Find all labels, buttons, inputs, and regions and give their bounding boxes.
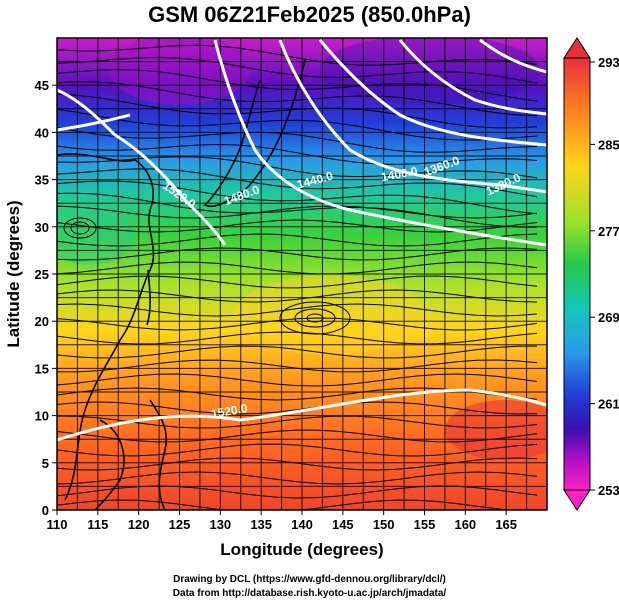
streamline (57, 359, 538, 373)
y-tick-label: 10 (35, 409, 49, 424)
colorbar-label: 285 (598, 137, 619, 152)
streamline (57, 56, 538, 84)
circulation-loop (70, 221, 90, 235)
y-tick-label: 15 (35, 361, 49, 376)
coastlines (57, 59, 306, 510)
y-axis: 0 5 10 15 20 25 30 35 40 45 (35, 78, 57, 518)
streamline (57, 93, 538, 129)
circulation-loop (294, 308, 336, 328)
colorbar-label: 253 (598, 483, 619, 498)
y-tick-label: 0 (42, 503, 49, 518)
streamline (57, 180, 538, 215)
streamline (57, 401, 538, 415)
colorbar-scale (563, 57, 591, 491)
streamline (57, 457, 538, 471)
x-tick-label: 150 (373, 517, 395, 532)
colorbar-label: 269 (598, 310, 619, 325)
y-axis-label: Latitude (degrees) (4, 200, 23, 347)
colorbar-labels: 293 285 277 269 261 253 (590, 55, 619, 498)
y-tick-label: 45 (35, 78, 49, 93)
contour-label: 1400.0 (380, 164, 419, 184)
streamline (57, 317, 538, 331)
streamline (57, 499, 515, 510)
contour-line (278, 39, 547, 194)
chart-title: GSM 06Z21Feb2025 (850.0hPa) (148, 2, 471, 27)
streamline (57, 373, 538, 387)
coastline-philippines (149, 399, 168, 510)
streamline (57, 168, 538, 198)
streamline (57, 429, 538, 443)
streamline (57, 345, 538, 359)
colorbar-label: 277 (598, 224, 619, 239)
x-tick-label: 130 (209, 517, 231, 532)
y-tick-label: 20 (35, 314, 49, 329)
circulation-loop (279, 301, 351, 335)
streamline (57, 261, 538, 275)
colorbar-max-arrow (563, 37, 591, 59)
colorbar-label: 293 (598, 55, 619, 70)
x-tick-label: 165 (495, 517, 517, 532)
x-tick-label: 120 (128, 517, 150, 532)
streamline (57, 205, 538, 219)
streamline (57, 303, 538, 317)
streamline (57, 443, 538, 457)
coastline-japan (203, 59, 306, 208)
streamline (57, 331, 538, 345)
streamline (57, 219, 538, 233)
contour-line (213, 39, 547, 247)
x-tick-label: 115 (87, 517, 108, 532)
x-tick-label: 160 (454, 517, 476, 532)
colorbar: 293 285 277 269 261 253 (563, 37, 619, 511)
streamline (57, 192, 538, 228)
coastline-asia (57, 153, 155, 501)
y-tick-label: 30 (35, 220, 49, 235)
coastline-taiwan (146, 269, 151, 326)
height-contours (57, 38, 547, 442)
contour-line (318, 39, 547, 147)
x-axis-label: Longitude (degrees) (220, 540, 383, 559)
coastline-borneo (94, 419, 125, 510)
y-tick-label: 5 (42, 456, 49, 471)
streamline (57, 247, 538, 261)
streamline (57, 289, 538, 303)
streamline (57, 275, 538, 289)
credit-data-source: Data from http://database.rish.kyoto-u.a… (172, 588, 447, 599)
contour-line (57, 113, 131, 132)
streamline (57, 142, 538, 165)
y-tick-label: 25 (35, 267, 49, 282)
contour-line (479, 38, 547, 74)
x-tick-label: 145 (332, 517, 354, 532)
colorbar-min-arrow (563, 489, 591, 511)
contour-line (398, 39, 547, 116)
circulation-loop (306, 313, 324, 323)
x-axis: 110 115 120 125 130 135 140 145 150 155 160 165 (47, 510, 517, 532)
temperature-patch (235, 275, 425, 355)
streamline (57, 485, 538, 499)
x-tick-label: 140 (291, 517, 313, 532)
streamline (57, 233, 538, 247)
contour-label: 1520.0 (210, 401, 249, 421)
credit-dcl: Drawing by DCL (https://www.gfd-dennou.o… (173, 574, 446, 585)
circulation-loop (63, 217, 97, 239)
contour-line (57, 88, 227, 246)
y-tick-label: 40 (35, 125, 49, 140)
colorbar-label: 261 (598, 397, 619, 412)
x-tick-label: 135 (250, 517, 272, 532)
streamline (57, 81, 538, 117)
x-tick-label: 125 (169, 517, 191, 532)
y-tick-label: 35 (35, 173, 49, 188)
contour-line (57, 388, 547, 442)
streamline (57, 415, 538, 429)
x-tick-label: 155 (414, 517, 436, 532)
x-tick-label: 110 (47, 517, 68, 532)
temperature-patch (57, 205, 135, 265)
